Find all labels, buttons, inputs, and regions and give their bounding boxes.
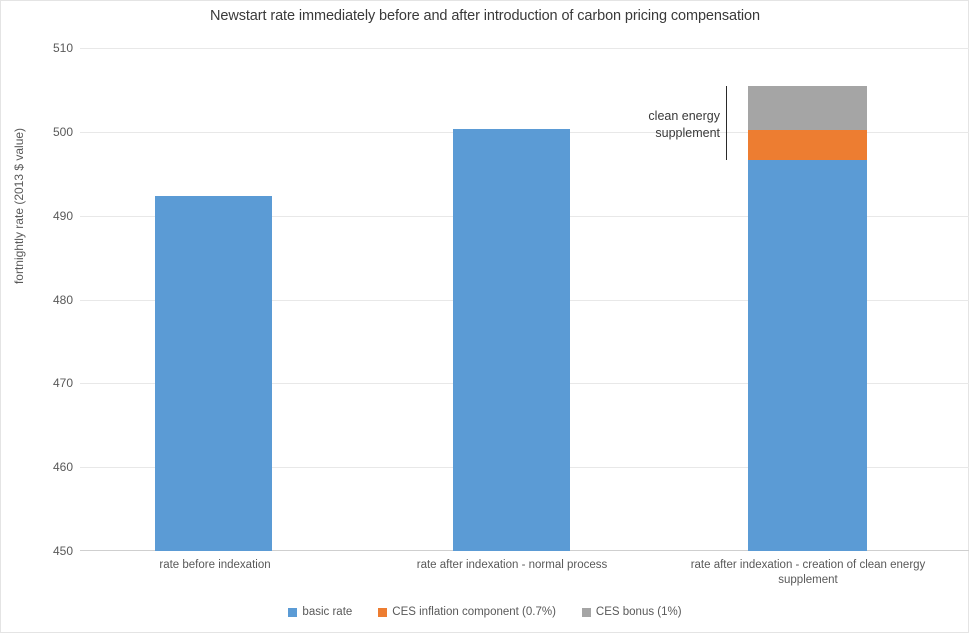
bar-segment-basic-rate-3[interactable]	[748, 160, 867, 551]
bar-group-2[interactable]	[453, 129, 570, 551]
bar-group-1[interactable]	[155, 196, 272, 551]
bar-segment-basic-rate-1[interactable]	[155, 196, 272, 551]
annotation-line-2: supplement	[655, 126, 720, 140]
chart-title: Newstart rate immediately before and aft…	[210, 8, 760, 24]
y-tick-470: 470	[52, 376, 73, 391]
chart-legend: basic rate CES inflation component (0.7%…	[0, 606, 970, 618]
legend-swatch-basic-rate-icon	[288, 607, 298, 617]
bar-group-3[interactable]	[748, 86, 867, 551]
annotation-bracket-line	[726, 86, 727, 160]
legend-swatch-ces-bonus-icon	[581, 607, 591, 617]
legend-label-ces-inflation: CES inflation component (0.7%)	[392, 606, 556, 618]
y-tick-500: 500	[52, 124, 73, 139]
x-tick-label-3: rate after indexation - creation of clea…	[690, 559, 926, 586]
annotation-clean-energy-supplement: clean energy supplement	[586, 108, 720, 142]
legend-swatch-ces-inflation-icon	[378, 607, 388, 617]
y-tick-490: 490	[52, 208, 73, 223]
legend-item-ces-bonus[interactable]: CES bonus (1%)	[581, 606, 682, 618]
y-tick-510: 510	[52, 41, 73, 55]
y-tick-480: 480	[52, 292, 73, 307]
annotation-line-1: clean energy	[648, 109, 720, 123]
legend-label-basic-rate: basic rate	[302, 606, 353, 618]
bar-segment-ces-inflation-3[interactable]	[748, 130, 867, 160]
bar-segment-basic-rate-2[interactable]	[453, 129, 570, 551]
x-tick-label-2: rate after indexation - normal process	[416, 559, 608, 571]
plot-area: 510 500 490 480 470 460 450	[53, 41, 969, 558]
y-tick-450: 450	[52, 544, 73, 558]
bar-segment-ces-bonus-3[interactable]	[748, 86, 867, 130]
x-tick-label-1: rate before indexation	[159, 559, 271, 571]
gridline-510	[80, 48, 969, 49]
legend-label-ces-bonus: CES bonus (1%)	[595, 606, 682, 618]
y-tick-460: 460	[52, 460, 73, 475]
legend-item-basic-rate[interactable]: basic rate	[288, 606, 352, 618]
legend-item-ces-inflation[interactable]: CES inflation component (0.7%)	[378, 606, 556, 618]
